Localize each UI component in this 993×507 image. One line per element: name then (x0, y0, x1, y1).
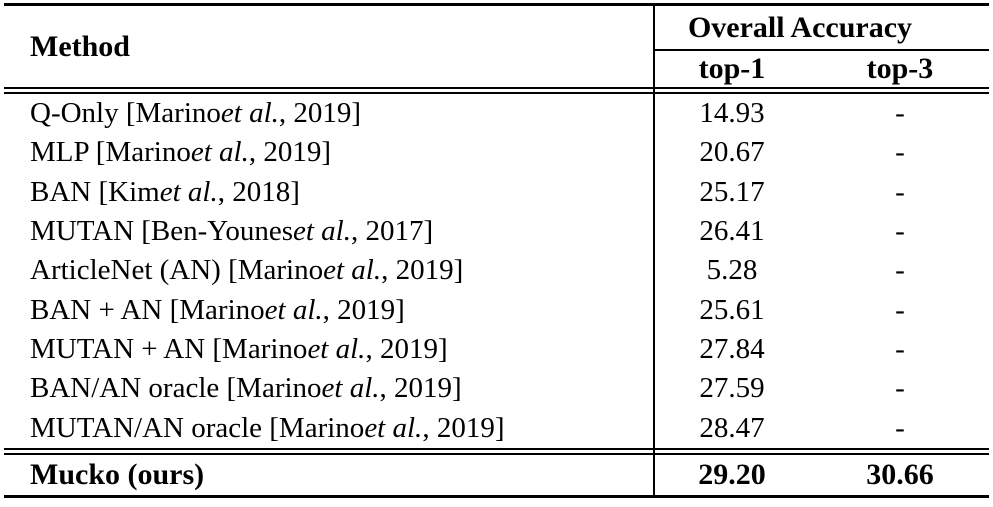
value-cells: 27.84 - (653, 330, 989, 369)
top1-value: 5.28 (706, 254, 758, 287)
table-row: MUTAN/AN oracle [Marino et al., 2019] 28… (4, 408, 989, 447)
method-text-prefix: ArticleNet (AN) [Marino (30, 254, 324, 287)
method-text-prefix: BAN + AN [Marino (30, 293, 265, 326)
etal-italic: et al. (321, 372, 380, 405)
etal-italic: et al. (264, 293, 323, 326)
top1-value: 14.93 (699, 97, 765, 130)
overall-accuracy-header: Overall Accuracy (653, 6, 989, 51)
table-top-rule (4, 3, 989, 6)
table-row: MUTAN + AN [Marino et al., 2019] 27.84 - (4, 330, 989, 369)
value-cells: 27.59 - (653, 369, 989, 408)
value-cells: 25.17 - (653, 173, 989, 212)
table-row: Q-Only [Marino et al., 2019] 14.93 - (4, 94, 989, 133)
etal-italic: et al. (159, 175, 218, 208)
top3-value: - (895, 136, 905, 169)
value-cells: 29.20 30.66 (653, 455, 989, 495)
top3-value: - (895, 175, 905, 208)
top3-value: 30.66 (866, 457, 934, 491)
method-text-suffix: , 2018] (217, 175, 300, 208)
method-cell: MUTAN/AN oracle [Marino et al., 2019] (4, 408, 653, 447)
table-header-row: Method Overall Accuracy top-1 top-3 (4, 6, 989, 87)
method-cell: Mucko (ours) (30, 457, 205, 491)
method-header-cell: Method (30, 29, 130, 63)
method-cell: ArticleNet (AN) [Marino et al., 2019] (4, 251, 653, 290)
method-cell: MLP [Marino et al., 2019] (4, 133, 653, 172)
accuracy-subheader-row: top-1 top-3 (653, 51, 989, 87)
top1-value: 20.67 (699, 136, 765, 169)
method-text-prefix: MUTAN [Ben-Younes (30, 215, 293, 248)
method-text-suffix: , 2019] (379, 372, 462, 405)
value-cells: 26.41 - (653, 212, 989, 251)
header-double-rule (4, 87, 989, 94)
table-row: BAN/AN oracle [Marino et al., 2019] 27.5… (4, 369, 989, 408)
top3-value: - (895, 254, 905, 287)
method-cell: MUTAN [Ben-Younes et al., 2017] (4, 212, 653, 251)
table-bottom-rule (4, 494, 989, 498)
value-cells: 5.28 - (653, 251, 989, 290)
table-row: MUTAN [Ben-Younes et al., 2017] 26.41 - (4, 212, 989, 251)
etal-italic: et al. (220, 97, 279, 130)
method-text-suffix: , 2019] (365, 332, 448, 365)
etal-italic: et al. (364, 411, 423, 444)
mucko-ours-row: Mucko (ours) 29.20 30.66 (4, 455, 989, 495)
top1-column-header: top-1 (698, 52, 766, 85)
top3-column-header: top-3 (866, 52, 934, 85)
etal-italic: et al. (323, 254, 382, 287)
table-row: BAN + AN [Marino et al., 2019] 25.61 - (4, 290, 989, 329)
method-cell: BAN + AN [Marino et al., 2019] (4, 290, 653, 329)
method-text-prefix: BAN [Kim (30, 175, 160, 208)
top1-value: 27.84 (699, 332, 765, 365)
top1-value: 27.59 (699, 372, 765, 405)
results-table: Method Overall Accuracy top-1 top-3 Q-On… (4, 3, 989, 498)
top1-value: 26.41 (699, 215, 765, 248)
final-row-double-rule (4, 447, 989, 455)
value-cells: 25.61 - (653, 290, 989, 329)
method-cell: Q-Only [Marino et al., 2019] (4, 94, 653, 133)
method-text-prefix: MUTAN + AN [Marino (30, 332, 308, 365)
method-cell: BAN/AN oracle [Marino et al., 2019] (4, 369, 653, 408)
top3-value: - (895, 215, 905, 248)
top3-value: - (895, 332, 905, 365)
table-row: ArticleNet (AN) [Marino et al., 2019] 5.… (4, 251, 989, 290)
value-cells: 20.67 - (653, 133, 989, 172)
table-row: BAN [Kim et al., 2018] 25.17 - (4, 173, 989, 212)
top3-value: - (895, 293, 905, 326)
method-text-suffix: , 2017] (350, 215, 434, 248)
method-cell: BAN [Kim et al., 2018] (4, 173, 653, 212)
value-cells: 28.47 - (653, 408, 989, 447)
method-text-suffix: , 2019] (322, 293, 405, 326)
method-text-prefix: MLP [Marino (30, 136, 191, 169)
method-text-prefix: BAN/AN oracle [Marino (30, 372, 322, 405)
method-text-suffix: , 2019] (381, 254, 464, 287)
etal-italic: et al. (190, 136, 249, 169)
method-cell: MUTAN + AN [Marino et al., 2019] (4, 330, 653, 369)
etal-italic: et al. (292, 215, 351, 248)
method-text-suffix: , 2019] (278, 97, 362, 130)
top1-value: 29.20 (698, 457, 766, 491)
method-text-prefix: Q-Only [Marino (30, 97, 221, 130)
method-text-prefix: MUTAN/AN oracle [Marino (30, 411, 365, 444)
method-text-suffix: , 2019] (422, 411, 505, 444)
value-cells: 14.93 - (653, 94, 989, 133)
top3-value: - (895, 97, 905, 130)
method-text-suffix: , 2019] (248, 136, 332, 169)
top1-value: 25.17 (699, 175, 765, 208)
accuracy-header-group: Overall Accuracy top-1 top-3 (653, 6, 989, 87)
top1-value: 28.47 (699, 411, 765, 444)
etal-italic: et al. (307, 332, 366, 365)
table-row: MLP [Marino et al., 2019] 20.67 - (4, 133, 989, 172)
top3-value: - (895, 411, 905, 444)
column-divider (653, 5, 655, 496)
top1-value: 25.61 (699, 293, 765, 326)
table-body: Q-Only [Marino et al., 2019] 14.93 - MLP… (4, 94, 989, 448)
top3-value: - (895, 372, 905, 405)
